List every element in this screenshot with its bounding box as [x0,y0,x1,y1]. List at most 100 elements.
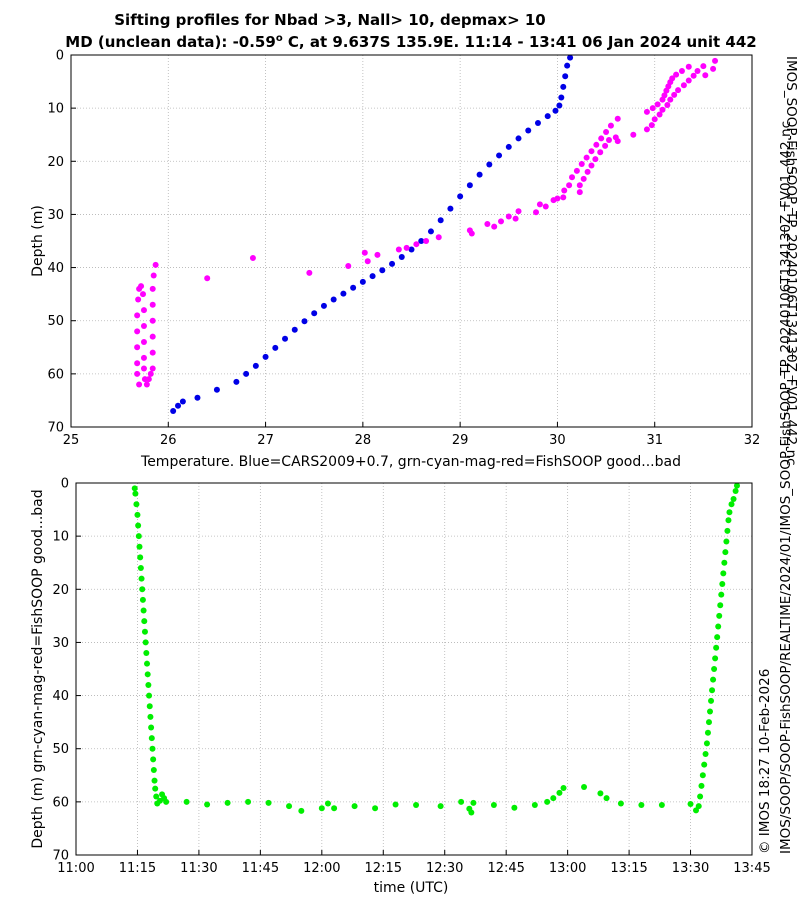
magenta-data-point [512,215,519,222]
blue-data-point [243,370,250,377]
bottom-y-tick-labels: 0 10 20 30 40 50 60 70 [52,477,69,864]
magenta-data-point [690,72,697,79]
green-data-point [725,517,732,524]
blue-data-point [476,171,483,178]
green-data-point [135,522,142,529]
magenta-data-point [468,230,475,237]
blue-data-point [320,302,327,309]
green-data-point [139,586,146,593]
magenta-data-point [249,255,256,262]
green-data-point [163,798,170,805]
magenta-data-point [712,57,719,64]
magenta-data-point [643,108,650,115]
blue-data-point [213,386,220,393]
magenta-data-point [580,175,587,182]
blue-data-point [330,296,337,303]
copyright-label: © IMOS 18:27 10-Feb-2026 [757,669,773,854]
green-data-point [144,660,151,667]
x-tick-label: 11:45 [242,861,279,876]
blue-data-point [272,344,279,351]
green-data-point [141,628,148,635]
magenta-data-point [671,91,678,98]
blue-data-point [170,408,177,415]
y-tick-label: 60 [47,367,64,382]
magenta-data-point [678,67,685,74]
blue-data-point [252,362,259,369]
green-data-point [581,783,588,790]
top-y-axis-label: Depth (m) [30,205,46,277]
blue-data-point [301,318,308,325]
chart-title-line1: Sifting profiles for Nbad >3, Nall> 10, … [114,11,545,29]
blue-data-point [447,205,454,212]
green-data-point [144,671,151,678]
green-data-point [351,803,358,810]
blue-data-point [437,217,444,224]
green-data-point [658,802,665,809]
magenta-data-point [149,285,156,292]
green-data-point [318,805,325,812]
magenta-data-point [149,365,156,372]
magenta-data-point [603,129,610,136]
green-data-point [711,666,718,672]
green-data-point [149,745,156,752]
top-plot-points [134,54,719,415]
x-tick-label: 12:30 [426,861,463,876]
green-data-point [720,570,727,577]
magenta-data-point [140,354,147,361]
blue-data-point [194,394,201,401]
x-tick-label: 12:45 [487,861,524,876]
magenta-data-point [536,201,543,208]
x-tick-label: 29 [452,433,469,448]
green-data-point [245,798,252,805]
y-tick-label: 20 [47,155,64,170]
x-tick-label: 30 [549,433,566,448]
magenta-data-point [588,162,595,169]
y-tick-label: 10 [52,530,69,545]
green-data-point [138,575,145,582]
green-data-point [531,802,538,809]
top-y-tick-labels: 0 10 20 30 40 50 60 70 [47,49,64,436]
green-data-point [146,703,153,710]
y-tick-label: 50 [52,742,69,757]
blue-data-point [486,161,493,168]
green-data-point [724,527,731,534]
magenta-data-point [505,213,512,220]
magenta-data-point [561,187,568,194]
green-data-point [714,634,721,641]
magenta-data-point [661,92,668,99]
magenta-data-point [710,65,717,72]
blue-data-point [282,335,289,342]
green-data-point [324,800,331,807]
magenta-data-point [364,258,371,265]
green-data-point [392,801,399,808]
blue-data-point [544,113,551,120]
green-data-point [468,809,475,816]
magenta-data-point [576,182,583,189]
blue-data-point [466,182,473,189]
green-data-point [544,798,551,805]
filename-label: IMOS_SOOP-FishSOOP_TP_20240106T134130Z_F… [783,56,799,466]
green-data-point [147,713,154,720]
magenta-data-point [149,301,156,308]
green-data-point [490,802,497,809]
magenta-data-point [374,251,381,258]
magenta-data-point [150,272,157,279]
green-data-point [705,719,712,726]
magenta-data-point [134,370,141,377]
x-tick-label: 11:15 [119,861,156,876]
blue-data-point [389,260,396,267]
magenta-data-point [395,246,402,253]
y-tick-label: 0 [56,49,64,64]
magenta-data-point [630,131,637,138]
green-data-point [617,800,624,807]
magenta-data-point [140,365,147,372]
magenta-data-point [306,269,313,276]
green-data-point [146,692,153,699]
y-tick-label: 30 [47,208,64,223]
green-data-point [722,549,729,556]
magenta-data-point [675,87,682,94]
x-tick-label: 13:45 [733,861,770,876]
blue-data-point [359,278,366,285]
y-tick-label: 0 [61,477,69,492]
green-data-point [298,807,305,814]
